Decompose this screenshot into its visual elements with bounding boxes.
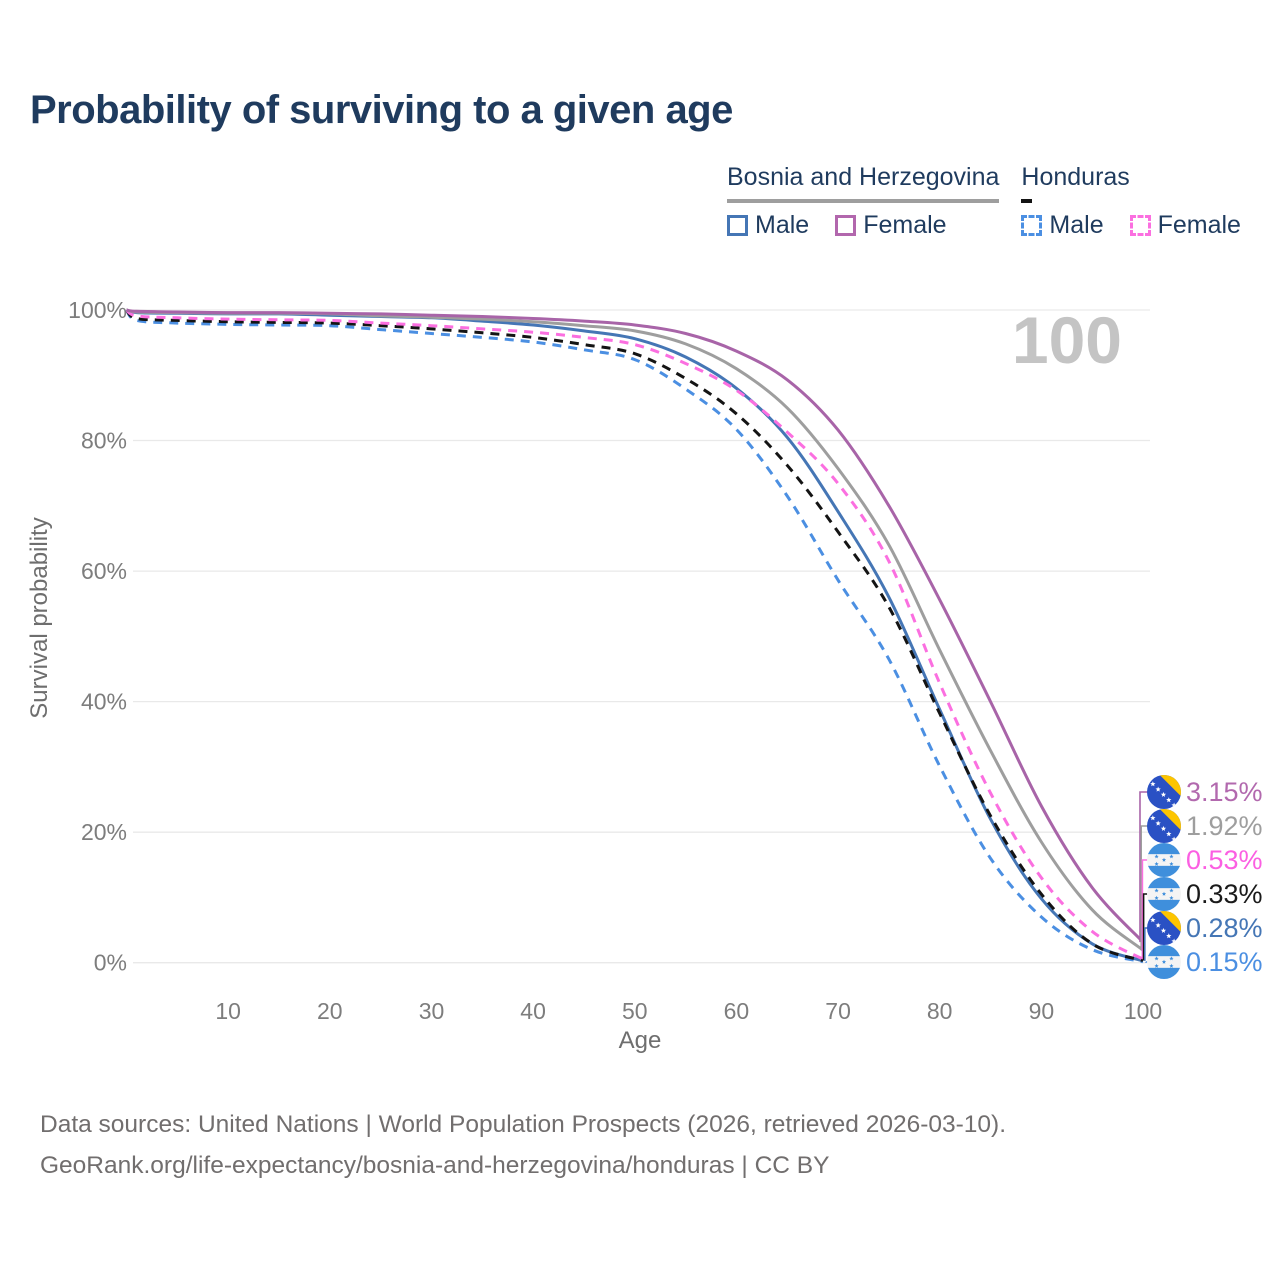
x-tick-label: 40 (520, 998, 546, 1024)
y-tick-label: 60% (81, 558, 127, 584)
legend-group-honduras: Honduras Male Female (1021, 163, 1241, 240)
legend-item-honduras-female[interactable]: Female (1129, 211, 1241, 240)
x-tick-label: 60 (724, 998, 750, 1024)
legend-item-label: Female (863, 211, 947, 239)
line-honduras-female[interactable] (125, 308, 1144, 961)
x-tick-label: 80 (927, 998, 953, 1024)
legend-item-label: Male (1049, 211, 1104, 239)
x-tick-label: 50 (622, 998, 648, 1024)
y-tick-label: 80% (81, 428, 127, 454)
legend-item-honduras-male[interactable]: Male (1021, 211, 1104, 240)
chart-title: Probability of surviving to a given age (30, 88, 733, 132)
end-label-honduras-male[interactable]: 0.15% (1147, 945, 1263, 979)
end-label-value: 0.53% (1186, 844, 1263, 875)
end-label-bosnia-male[interactable]: 0.28% (1147, 911, 1263, 945)
bosnia-female-swatch-icon (835, 215, 857, 236)
legend-country-bosnia[interactable]: Bosnia and Herzegovina (727, 163, 1000, 191)
end-label-value: 3.15% (1186, 776, 1263, 807)
legend-underline-bosnia (727, 199, 1000, 203)
x-tick-label: 70 (825, 998, 851, 1024)
honduras-male-swatch-icon (1021, 215, 1043, 236)
line-bosnia-total[interactable] (126, 308, 1144, 952)
end-label-value: 0.28% (1186, 912, 1263, 943)
y-axis-title: Survival probability (26, 517, 53, 718)
watermark-age-100: 100 (1012, 303, 1122, 377)
legend-group-bosnia: Bosnia and Herzegovina Male Female (727, 163, 1000, 240)
legend-country-honduras[interactable]: Honduras (1021, 163, 1130, 191)
bosnia-male-swatch-icon (727, 215, 748, 236)
x-tick-label: 10 (215, 998, 241, 1024)
end-label-honduras-female[interactable]: 0.53% (1147, 843, 1263, 877)
honduras-female-swatch-icon (1129, 215, 1151, 236)
footer-sources: Data sources: United Nations | World Pop… (40, 1111, 1007, 1138)
end-label-value: 0.15% (1186, 946, 1263, 977)
bosnia-flag-icon (1147, 809, 1181, 843)
line-bosnia-male[interactable] (125, 308, 1144, 963)
line-bosnia-female[interactable] (126, 308, 1145, 944)
x-tick-label: 100 (1124, 998, 1162, 1024)
line-honduras-total[interactable] (125, 308, 1144, 962)
legend-item-label: Male (755, 211, 810, 239)
end-label-bosnia-female[interactable]: 3.15% (1147, 775, 1263, 809)
y-tick-label: 20% (81, 819, 127, 845)
y-tick-label: 40% (81, 689, 127, 715)
axis-tick-labels: 0% 20% 40% 60% 80% 100% 10 20 30 40 50 60 70 80 90 100 (68, 297, 1162, 1024)
legend: Bosnia and Herzegovina Male Female Hondu… (727, 163, 1241, 240)
x-tick-label: 20 (317, 998, 343, 1024)
x-tick-label: 90 (1029, 998, 1055, 1024)
end-label-value: 1.92% (1186, 810, 1263, 841)
legend-underline-honduras (1021, 199, 1241, 203)
end-label-honduras-total[interactable]: 0.33% (1147, 877, 1263, 911)
end-label-value: 0.33% (1186, 878, 1263, 909)
x-axis-title: Age (619, 1027, 662, 1054)
bosnia-flag-icon (1147, 775, 1181, 809)
honduras-flag-icon (1147, 843, 1181, 877)
footer-link[interactable]: GeoRank.org/life-expectancy/bosnia-and-h… (40, 1152, 830, 1179)
honduras-flag-icon (1147, 945, 1181, 979)
bosnia-flag-icon (1147, 911, 1181, 945)
line-honduras-male[interactable] (125, 308, 1144, 964)
legend-item-bosnia-male[interactable]: Male (727, 211, 809, 240)
y-tick-label: 0% (94, 950, 127, 976)
y-tick-label: 100% (68, 297, 127, 323)
x-tick-label: 30 (419, 998, 445, 1024)
footer: Data sources: United Nations | World Pop… (40, 1104, 1006, 1186)
end-label-bosnia-total[interactable]: 1.92% (1147, 809, 1263, 843)
series-lines (125, 308, 1145, 964)
legend-item-bosnia-female[interactable]: Female (835, 211, 947, 240)
legend-item-label: Female (1157, 211, 1241, 239)
y-gridlines (133, 309, 1150, 964)
honduras-flag-icon (1147, 877, 1181, 911)
